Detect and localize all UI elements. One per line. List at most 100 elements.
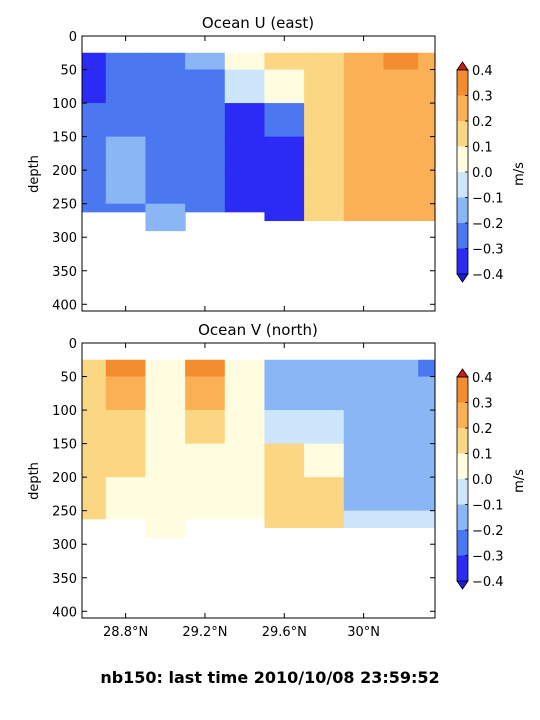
panel-u-ytick-label-8: 400: [52, 298, 77, 313]
panel-u-cell-2-3: [185, 103, 226, 138]
panel-u-ytick-label-0: 0: [69, 30, 77, 45]
panel-u-cell-0-5: [264, 52, 305, 71]
colorbar-u-band-6: [457, 223, 468, 249]
colorbar-u-tick-label-2: 0.2: [472, 115, 493, 130]
panel-u-cell-5-9: [418, 203, 435, 222]
panel-v-cell-2-0: [82, 410, 107, 445]
panel-u-cell-1-8: [383, 69, 419, 104]
panel-v-cell-4-6: [304, 477, 345, 512]
panel-v-cell-3-1: [105, 443, 147, 478]
colorbar-v-tick-label-8: −0.4: [472, 575, 504, 590]
panel-v-ytick-label-1: 50: [60, 371, 77, 386]
panel-u-cell-4-5: [264, 170, 305, 205]
panel-v-cell-4-8: [383, 477, 419, 512]
panel-u-ytick-label-7: 350: [52, 265, 77, 280]
panel-u-cell-0-2: [145, 52, 186, 71]
colorbar-v-band-6: [457, 530, 468, 556]
panel-v-cell-5-9: [418, 510, 435, 529]
colorbar-v-unit: m/s: [512, 469, 527, 493]
panel-v-cell-0-3: [185, 359, 226, 378]
panel-v-cell-4-0: [82, 477, 107, 512]
panel-u-cell-0-7: [343, 52, 385, 71]
panel-v-cell-0-1: [105, 359, 147, 378]
panel-u-ytick-label-5: 250: [52, 198, 77, 213]
panel-v-cell-2-3: [185, 410, 226, 445]
panel-v-cell-2-8: [383, 410, 419, 445]
panel-u-ytick-label-6: 300: [52, 231, 77, 246]
colorbar-v-band-4: [457, 479, 468, 505]
panel-u-cell-0-9: [418, 52, 435, 71]
panel-u-cell-1-4: [224, 69, 266, 104]
colorbar-u-under: [456, 273, 469, 283]
panel-v-cell-0-2: [145, 359, 186, 378]
panel-u-ytick-label-4: 200: [52, 164, 77, 179]
panel-u-cell-2-2: [145, 103, 186, 138]
panel-v-cell-1-4: [224, 376, 266, 411]
panel-v-cell-1-9: [418, 376, 435, 411]
colorbar-v-band-5: [457, 504, 468, 531]
panel-u-cell-0-8: [383, 52, 419, 71]
panel-u-cell-5-7: [343, 203, 385, 222]
panel-u-cell-2-1: [105, 103, 147, 138]
panel-v-xaxis: 28.8°N 29.2°N 29.6°N 30°N: [103, 343, 380, 640]
panel-v-title: Ocean V (north): [198, 321, 318, 339]
panel-v-cell-4-5: [264, 477, 305, 512]
colorbar-v-tick-label-4: 0.0: [472, 473, 493, 488]
colorbar-v-tick-label-6: −0.2: [472, 524, 504, 539]
panel-u-cell-5-4: [224, 203, 266, 213]
colorbar-v-tick-label-5: −0.1: [472, 499, 504, 514]
panel-v-ylabel: depth: [27, 462, 42, 500]
panel-v-cell-0-6: [304, 359, 345, 378]
panel-u-cell-3-6: [304, 136, 345, 171]
colorbar-v-band-3: [457, 453, 468, 480]
panel-u-cell-3-1: [105, 136, 147, 171]
panel-u-title: Ocean U (east): [202, 14, 314, 32]
colorbar-v-over: [456, 368, 469, 378]
panel-v-ytick-label-3: 150: [52, 438, 77, 453]
panel-u-cell-3-8: [383, 136, 419, 171]
panel-u-cell-0-0: [82, 52, 107, 71]
panel-v-ytick-label-2: 100: [52, 404, 77, 419]
panel-u-cell-0-4: [224, 52, 266, 71]
panel-v-cell-2-1: [105, 410, 147, 445]
panel-v-cell-1-7: [343, 376, 385, 411]
panel-u-cell-1-1: [105, 69, 147, 104]
panel-u-cell-2-6: [304, 103, 345, 138]
colorbar-u-tick-label-6: −0.2: [472, 217, 504, 232]
panel-u-cell-2-5: [264, 103, 305, 138]
panel-ocean-u: Ocean U (east) 050100150200250300350400 …: [27, 14, 436, 313]
panel-v-cell-0-0: [82, 359, 107, 378]
panel-u-cell-1-5: [264, 69, 305, 104]
panel-v-cell-5-3: [185, 510, 226, 520]
panel-u-cell-4-2: [145, 170, 186, 205]
panel-v-ytick-label-4: 200: [52, 471, 77, 486]
panel-u-xaxis: [125, 36, 365, 311]
panel-v-cell-5-1: [105, 510, 147, 520]
panel-v-frame: [81, 342, 436, 619]
panel-v-cell-5-2: [145, 510, 186, 539]
panel-v-cell-4-9: [418, 477, 435, 512]
colorbar-u: 0.4 0.3 0.2 0.1 0.0 −0.1 −0.2 −0.3 −0.4: [456, 61, 504, 283]
colorbar-v-band-1: [457, 402, 468, 429]
panel-v-xtick-label-0: 28.8°N: [103, 625, 148, 640]
panel-v-ytick-label-0: 0: [69, 337, 77, 352]
colorbar-u-band-2: [457, 121, 468, 147]
colorbar-u-tick-label-5: −0.1: [472, 192, 504, 207]
panel-u-cell-5-8: [383, 203, 419, 222]
panel-v-cell-0-8: [383, 359, 419, 378]
panel-v-cell-4-3: [185, 477, 226, 512]
panel-ocean-v: Ocean V (north) 0 50 100 150 200 250 300 350 400…: [27, 321, 436, 640]
panel-u-cell-2-9: [418, 103, 435, 138]
panel-u-cell-3-2: [145, 136, 186, 171]
panel-u-cell-3-7: [343, 136, 385, 171]
colorbar-u-unit: m/s: [512, 162, 527, 186]
panel-v-cell-4-7: [343, 477, 385, 512]
panel-v-cell-1-5: [264, 376, 305, 411]
panel-v-cell-3-9: [418, 443, 435, 478]
colorbar-u-tick-label-7: −0.3: [472, 243, 504, 258]
panel-u-cell-4-9: [418, 170, 435, 205]
panel-v-cell-1-0: [82, 376, 107, 411]
panel-v-cell-4-1: [105, 477, 147, 512]
panel-v-cell-5-0: [82, 510, 107, 520]
panel-u-cell-5-0: [82, 203, 107, 213]
